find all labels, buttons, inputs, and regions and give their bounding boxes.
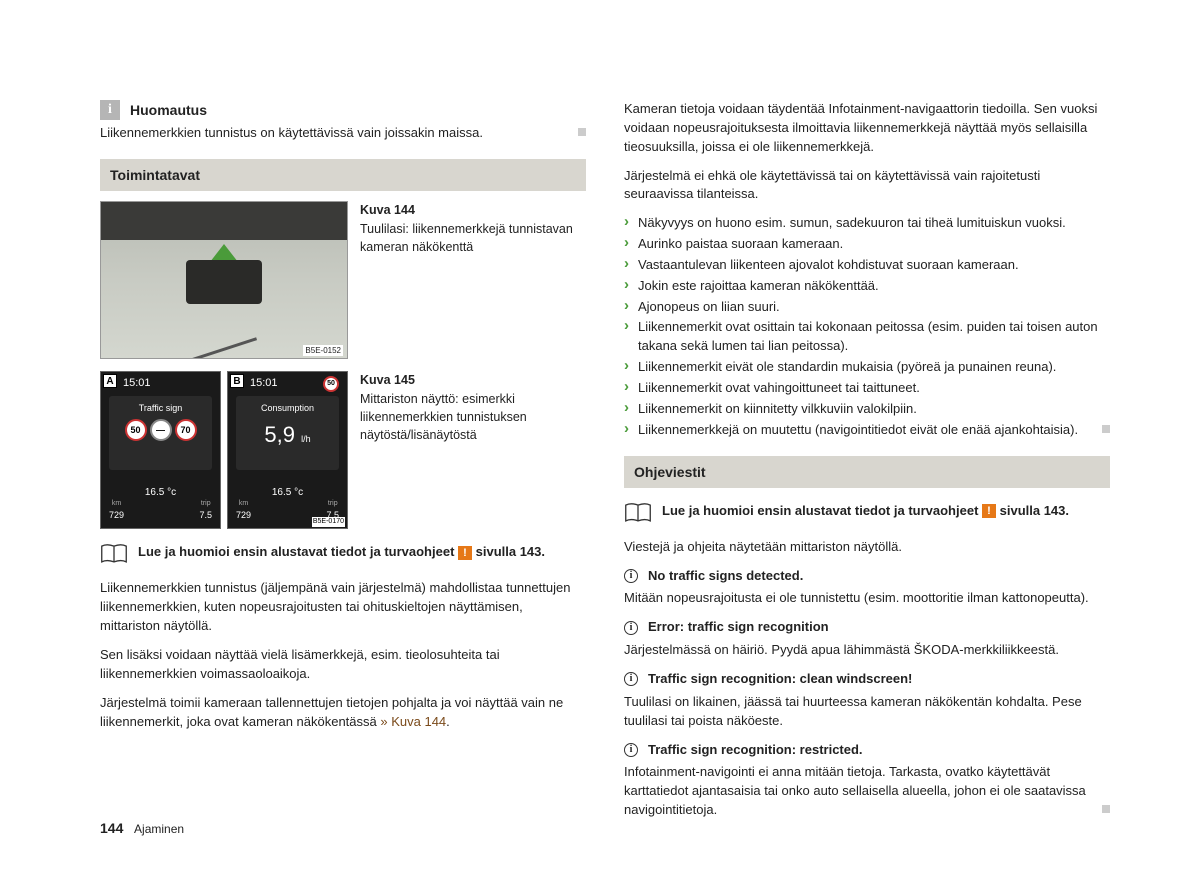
section-ohjeviestit: Ohjeviestit — [624, 456, 1110, 488]
info-icon: i — [624, 672, 638, 686]
page-footer: 144 Ajaminen — [100, 818, 184, 838]
info-icon: i — [624, 569, 638, 583]
list-item: Liikennemerkit on kiinnitetty vilkkuviin… — [624, 400, 1110, 419]
display-a: A 15:01 Traffic sign 50 — 70 16.5 °c km7… — [100, 371, 221, 529]
info-icon: i — [624, 743, 638, 757]
figure-link[interactable]: » Kuva 144 — [380, 714, 446, 729]
book-icon — [100, 543, 128, 565]
limitation-list: Näkyvyys on huono esim. sumun, sadekuuro… — [624, 214, 1110, 439]
list-item: Näkyvyys on huono esim. sumun, sadekuuro… — [624, 214, 1110, 233]
book-icon — [624, 502, 652, 524]
message-heading: iTraffic sign recognition: clean windscr… — [624, 670, 1110, 689]
body-text: Järjestelmä toimii kameraan tallennettuj… — [100, 694, 586, 732]
message-body: Tuulilasi on likainen, jäässä tai huurte… — [624, 693, 1110, 731]
figure-145: A 15:01 Traffic sign 50 — 70 16.5 °c km7… — [100, 371, 586, 529]
note-body: Liikennemerkkien tunnistus on käytettävi… — [100, 124, 586, 143]
display-b: B 15:01 50 ↘ Consumption 5,9 l/h 16.5 °c… — [227, 371, 348, 529]
list-item: Jokin este rajoittaa kameran näkökenttää… — [624, 277, 1110, 296]
list-item: Aurinko paistaa suoraan kameraan. — [624, 235, 1110, 254]
section-toimintatavat: Toimintatavat — [100, 159, 586, 191]
section-name: Ajaminen — [134, 822, 184, 836]
warning-icon: ! — [982, 504, 996, 518]
note-title: Huomautus — [130, 100, 207, 120]
section-end-icon — [1102, 805, 1110, 813]
message-heading: iNo traffic signs detected. — [624, 567, 1110, 586]
read-first-notice: Lue ja huomioi ensin alustavat tiedot ja… — [100, 543, 586, 565]
list-item: Liikennemerkit ovat vahingoittuneet tai … — [624, 379, 1110, 398]
body-text: Sen lisäksi voidaan näyttää vielä lisäme… — [100, 646, 586, 684]
message-body: Mitään nopeusrajoitusta ei ole tunnistet… — [624, 589, 1110, 608]
page-number: 144 — [100, 820, 123, 836]
body-text: Järjestelmä ei ehkä ole käytettävissä ta… — [624, 167, 1110, 205]
note-header: i Huomautus — [100, 100, 586, 120]
message-heading: iTraffic sign recognition: restricted. — [624, 741, 1110, 760]
list-item: Liikennemerkkejä on muutettu (navigointi… — [624, 421, 1110, 440]
list-item: Ajonopeus on liian suuri. — [624, 298, 1110, 317]
warning-icon: ! — [458, 546, 472, 560]
figure-144: B5E-0152 Kuva 144Tuulilasi: liikennemerk… — [100, 201, 586, 359]
info-icon: i — [624, 621, 638, 635]
read-first-notice: Lue ja huomioi ensin alustavat tiedot ja… — [624, 502, 1110, 524]
figure-tag: B5E-0152 — [303, 345, 343, 357]
info-icon: i — [100, 100, 120, 120]
windshield-illustration: B5E-0152 — [100, 201, 348, 359]
body-text: Viestejä ja ohjeita näytetään mittaristo… — [624, 538, 1110, 557]
right-column: Kameran tietoja voidaan täydentää Infota… — [624, 100, 1110, 830]
list-item: Liikennemerkit eivät ole standardin muka… — [624, 358, 1110, 377]
message-heading: iError: traffic sign recognition — [624, 618, 1110, 637]
left-column: i Huomautus Liikennemerkkien tunnistus o… — [100, 100, 586, 830]
list-item: Liikennemerkit ovat osittain tai kokonaa… — [624, 318, 1110, 356]
figure-144-caption: Kuva 144Tuulilasi: liikennemerkkejä tunn… — [360, 201, 586, 359]
body-text: Kameran tietoja voidaan täydentää Infota… — [624, 100, 1110, 157]
list-item: Vastaantulevan liikenteen ajovalot kohdi… — [624, 256, 1110, 275]
body-text: Liikennemerkkien tunnistus (jäljempänä v… — [100, 579, 586, 636]
section-end-icon — [1102, 425, 1110, 433]
message-body: Infotainment-navigointi ei anna mitään t… — [624, 763, 1110, 820]
figure-145-caption: Kuva 145Mittariston näyttö: esimerkki li… — [360, 371, 586, 529]
speed-sign-icon: 70 — [175, 419, 197, 441]
section-end-icon — [578, 128, 586, 136]
speed-sign-icon: 50 — [125, 419, 147, 441]
sign-icon: — — [150, 419, 172, 441]
figure-tag: B5E-0170 — [312, 517, 345, 527]
message-body: Järjestelmässä on häiriö. Pyydä apua läh… — [624, 641, 1110, 660]
speed-sign-icon: 50 — [323, 376, 339, 392]
